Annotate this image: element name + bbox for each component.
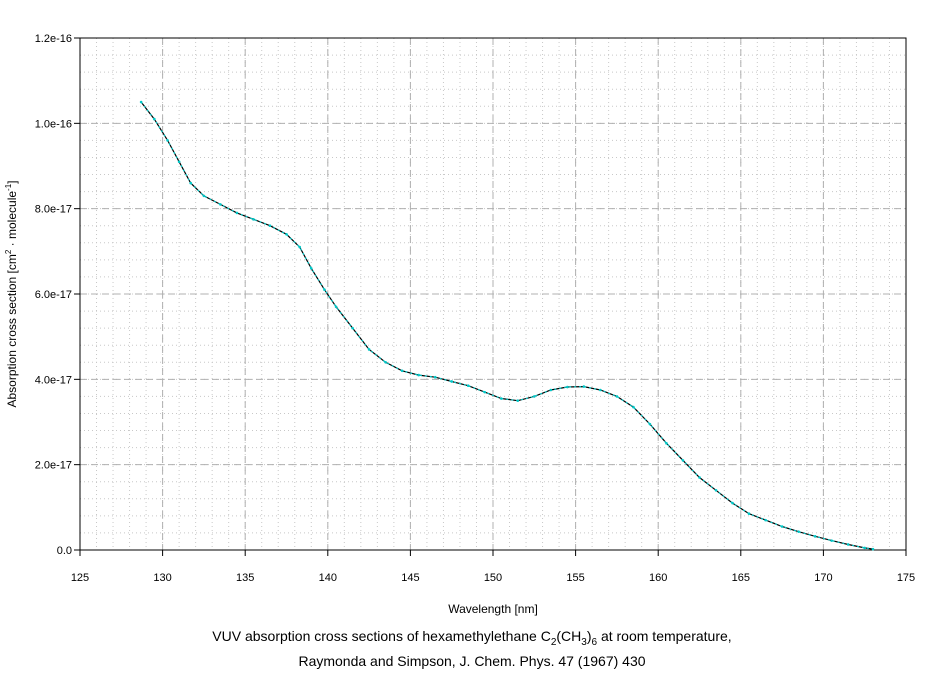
data-point xyxy=(351,326,354,330)
data-point xyxy=(764,518,767,522)
data-point xyxy=(830,539,833,542)
x-tick-label: 155 xyxy=(566,572,584,584)
data-point xyxy=(285,232,288,236)
ticks: 125 130 135 140 145 150 155 160 165 170 175 0.0 2.0e… xyxy=(35,33,915,584)
x-tick-label: 125 xyxy=(71,572,89,584)
data-points xyxy=(139,100,875,551)
data-point xyxy=(566,385,569,389)
data-point xyxy=(665,442,668,445)
data-point xyxy=(599,388,602,392)
data-point xyxy=(309,267,313,270)
data-point xyxy=(483,390,487,394)
data-point xyxy=(323,288,326,292)
x-tick-label: 150 xyxy=(484,572,502,584)
series-line xyxy=(140,101,874,550)
y-tick-label: 1.2e-16 xyxy=(35,33,72,45)
chart: 125 130 135 140 145 150 155 160 165 170 175 0.0 2.0e… xyxy=(4,33,915,616)
data-point xyxy=(298,245,302,249)
data-point xyxy=(450,380,454,383)
y-axis-label-part-a: Absorption cross section [cm xyxy=(5,254,19,407)
y-tick-label: 8.0e-17 xyxy=(35,204,72,216)
data-point xyxy=(384,360,387,364)
y-tick-label: 0.0 xyxy=(57,545,72,557)
x-tick-label: 170 xyxy=(814,572,832,584)
y-axis-label: Absorption cross section [cm2 · molecule… xyxy=(4,180,19,407)
data-point xyxy=(549,388,553,392)
data-point xyxy=(499,397,503,400)
x-tick-label: 130 xyxy=(153,572,171,584)
x-tick-label: 165 xyxy=(732,572,750,584)
y-axis-label-sup2: -1 xyxy=(4,183,13,191)
data-point xyxy=(466,384,470,388)
data-point xyxy=(189,181,192,185)
data-point xyxy=(813,535,817,538)
data-point xyxy=(252,218,255,221)
x-tick-label: 135 xyxy=(236,572,254,584)
y-axis-label-part-b: · molecule xyxy=(5,191,19,250)
series-line-overlay xyxy=(140,101,874,550)
data-point xyxy=(166,139,169,142)
data-point xyxy=(139,100,143,104)
data-point xyxy=(698,476,701,479)
data-point xyxy=(615,395,619,398)
data-point xyxy=(400,369,404,373)
data-point xyxy=(177,160,181,164)
y-tick-label: 4.0e-17 xyxy=(35,374,72,386)
data-point xyxy=(235,211,239,215)
data-point xyxy=(516,399,520,402)
data-point xyxy=(871,547,875,551)
data-point xyxy=(780,525,784,528)
data-point xyxy=(747,512,751,516)
data-point xyxy=(334,305,338,309)
data-point xyxy=(417,373,420,377)
data-point xyxy=(433,375,437,379)
data-point xyxy=(797,530,800,533)
data-point xyxy=(846,543,850,546)
x-tick-label: 175 xyxy=(897,572,915,584)
x-axis-label: Wavelength [nm] xyxy=(448,602,538,616)
chart-caption-line1: VUV absorption cross sections of hexamet… xyxy=(212,628,732,648)
data-point xyxy=(863,546,866,550)
y-tick-label: 6.0e-17 xyxy=(35,289,72,301)
y-tick-label: 1.0e-16 xyxy=(35,118,72,130)
data-point xyxy=(202,194,206,198)
x-tick-label: 140 xyxy=(319,572,337,584)
data-point xyxy=(632,405,635,409)
data-point xyxy=(731,501,734,505)
y-axis-label-part-c: ] xyxy=(5,180,19,183)
grid xyxy=(79,37,907,551)
data-point xyxy=(714,488,718,492)
data-point xyxy=(533,395,536,398)
data-point xyxy=(681,459,685,462)
x-tick-label: 160 xyxy=(649,572,667,584)
data-point xyxy=(153,117,156,121)
data-point xyxy=(582,385,586,388)
chart-caption-line2: Raymonda and Simpson, J. Chem. Phys. 47 … xyxy=(298,653,646,669)
data-point xyxy=(367,348,371,351)
data-point xyxy=(219,203,222,206)
data-point xyxy=(648,422,652,426)
y-tick-label: 2.0e-17 xyxy=(35,460,72,472)
y-axis-label-sup1: 2 xyxy=(4,249,13,254)
data-point xyxy=(268,224,272,228)
x-tick-label: 145 xyxy=(401,572,419,584)
